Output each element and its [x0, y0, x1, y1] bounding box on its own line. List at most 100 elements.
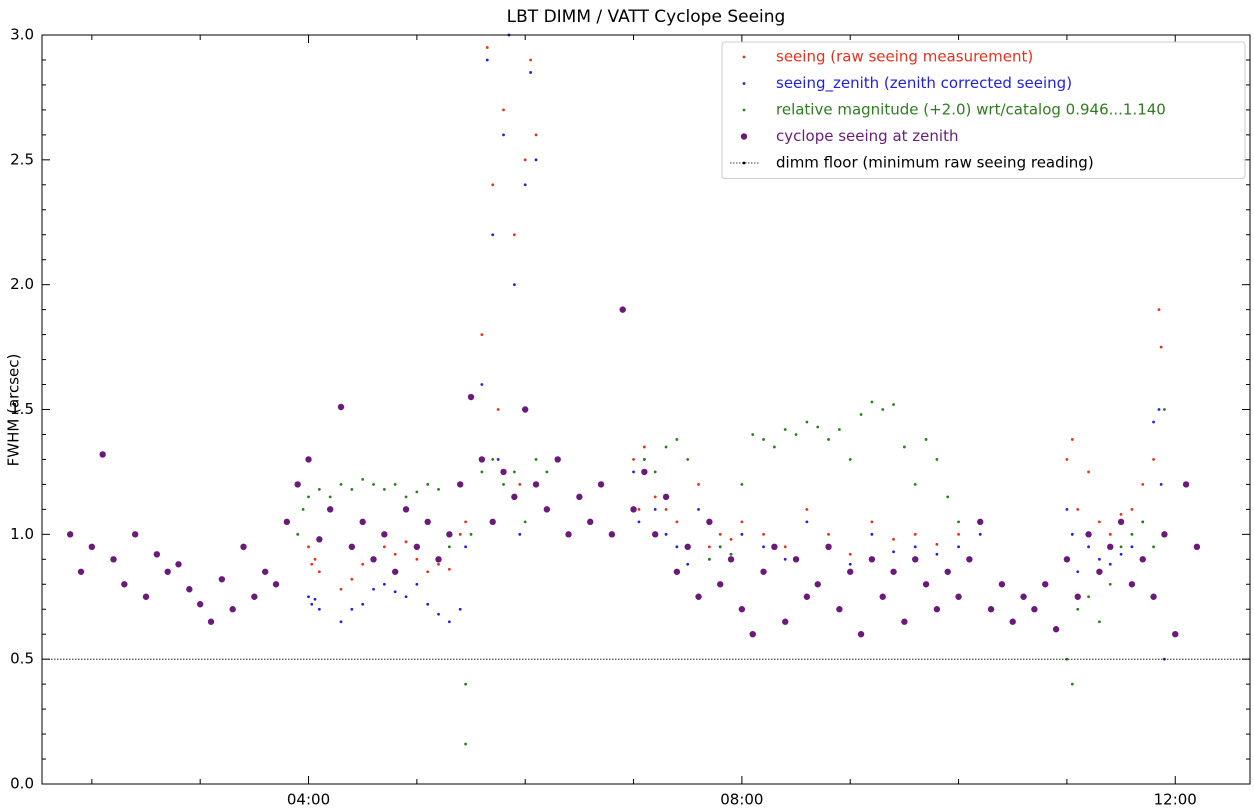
data-point: [350, 577, 354, 581]
data-point: [1141, 520, 1145, 524]
data-point: [738, 606, 746, 613]
data-point: [632, 470, 635, 474]
data-point: [1152, 545, 1155, 549]
data-point: [1119, 552, 1123, 556]
data-point: [447, 567, 451, 571]
data-point: [545, 470, 549, 474]
data-point: [847, 568, 854, 575]
data-point: [912, 556, 919, 563]
data-point: [502, 483, 505, 486]
data-point: [361, 562, 365, 566]
data-point: [307, 595, 310, 599]
data-point: [361, 602, 365, 606]
data-point: [350, 487, 354, 491]
data-point: [305, 456, 312, 463]
data-point: [121, 581, 128, 588]
data-point: [771, 543, 778, 551]
data-point: [272, 581, 280, 588]
data-point: [1098, 520, 1101, 524]
data-point: [1108, 562, 1112, 566]
data-point: [565, 531, 572, 538]
data-point: [1065, 507, 1069, 511]
data-point: [1098, 620, 1101, 624]
data-point: [534, 458, 538, 461]
data-point: [727, 556, 735, 563]
data-point: [848, 458, 852, 461]
data-point: [1139, 556, 1146, 563]
data-point: [437, 562, 440, 566]
data-point: [1076, 570, 1080, 574]
data-point: [523, 183, 527, 187]
data-point: [729, 552, 733, 556]
data-point: [522, 406, 529, 413]
data-point: [328, 495, 332, 499]
data-point: [307, 495, 310, 499]
data-point: [637, 520, 641, 524]
data-point: [957, 532, 960, 536]
data-point: [987, 606, 995, 613]
legend-marker: [740, 133, 748, 140]
data-point: [762, 438, 765, 441]
data-point: [294, 481, 301, 488]
data-point: [1150, 593, 1157, 600]
data-point: [848, 552, 852, 556]
legend-marker: [742, 82, 746, 85]
data-point: [1193, 543, 1201, 551]
data-point: [1159, 483, 1163, 486]
data-point: [1070, 532, 1074, 536]
data-point: [1074, 593, 1081, 600]
data-point: [642, 458, 646, 461]
data-point: [382, 582, 386, 586]
data-point: [946, 495, 950, 499]
legend-marker: [742, 108, 746, 112]
data-point: [1163, 408, 1166, 411]
data-point: [1070, 682, 1074, 686]
data-point: [706, 518, 713, 526]
data-point: [464, 682, 468, 686]
data-point: [456, 481, 464, 488]
data-point: [500, 468, 507, 476]
data-point: [207, 618, 215, 625]
data-point: [890, 568, 897, 575]
data-point: [902, 445, 906, 449]
data-point: [1157, 308, 1161, 312]
data-point: [1076, 607, 1080, 611]
data-point: [326, 506, 334, 513]
data-point: [1108, 532, 1112, 536]
data-point: [426, 570, 430, 574]
data-point: [924, 438, 928, 441]
data-point: [740, 532, 744, 536]
data-point: [554, 456, 561, 463]
data-point: [707, 557, 711, 561]
data-point: [489, 518, 496, 526]
data-point: [512, 283, 516, 287]
data-point: [879, 593, 886, 600]
data-point: [496, 458, 500, 461]
data-point: [782, 618, 789, 625]
legend-label: relative magnitude (+2.0) wrt/catalog 0.…: [776, 101, 1166, 119]
data-point: [868, 556, 876, 563]
data-point: [762, 532, 765, 536]
data-point: [391, 568, 399, 575]
data-point: [131, 531, 139, 538]
data-point: [1087, 595, 1090, 599]
data-point: [792, 556, 800, 563]
data-point: [370, 556, 377, 563]
data-point: [718, 532, 722, 536]
data-point: [664, 507, 668, 511]
data-point: [313, 557, 317, 561]
data-point: [913, 483, 917, 486]
data-point: [480, 470, 484, 474]
data-point: [251, 593, 258, 600]
data-point: [935, 458, 939, 461]
data-point: [1161, 531, 1168, 538]
y-tick-label: 0.5: [10, 650, 34, 668]
data-point: [653, 507, 657, 511]
data-point: [881, 408, 885, 411]
data-point: [523, 520, 527, 524]
data-point: [857, 631, 865, 638]
legend-box: [721, 41, 1246, 179]
data-point: [673, 568, 681, 575]
data-point: [652, 531, 659, 538]
data-point: [794, 433, 798, 436]
